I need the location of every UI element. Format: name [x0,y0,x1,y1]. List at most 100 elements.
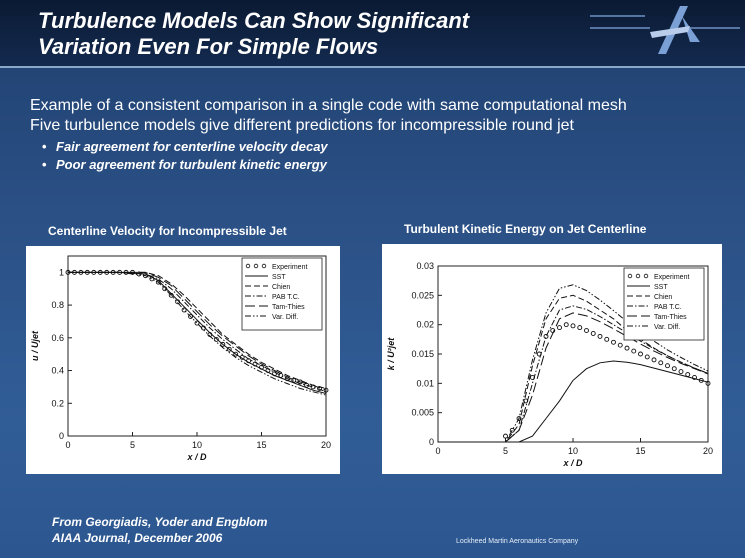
chart-2-title: Turbulent Kinetic Energy on Jet Centerli… [404,222,647,236]
tke-chart-panel: 0 5 10 15 20 0 0.005 0.01 0.015 0.02 0.025 0.03 x / … [382,244,722,474]
y-tick-label: 0.015 [411,349,434,359]
experiment-point [624,345,630,351]
y-tick-label: 0.4 [51,366,64,376]
sub-bullet-list: • Fair agreement for centerline velocity … [30,138,730,174]
legend-marker [245,263,251,269]
slide-title: Turbulence Models Can Show Significant V… [38,8,469,60]
experiment-point [678,369,684,375]
x-tick-label: 20 [703,446,713,456]
series-line-sst [68,271,327,394]
legend-entry: Tam-Thies [272,304,305,311]
legend-entry: Experiment [272,264,307,271]
experiment-point [698,377,704,383]
experiment-point [516,416,522,421]
legend-entry: PAB T.C. [272,294,300,301]
legend-marker [643,273,649,279]
y-tick-label: 0 [429,437,434,447]
experiment-point [658,360,664,366]
experiment-point [577,325,583,331]
experiment-point [631,348,637,354]
legend-entry: Var. Diff. [272,314,298,321]
bullet-dot-icon: • [42,139,47,154]
x-tick-label: 5 [503,446,508,456]
experiment-point [278,373,284,378]
experiment-point [638,351,643,357]
experiment-point [597,333,603,339]
experiment-point [188,314,194,319]
citation-line-1: From Georgiadis, Yoder and Engblom [52,515,268,529]
y-tick-label: 0.005 [411,408,434,418]
experiment-point [323,387,329,393]
experiment-point [584,328,589,333]
x-axis-label: x / D [562,458,583,468]
legend-entry: Experiment [654,274,689,281]
x-tick-label: 0 [435,446,440,456]
y-tick-label: 0.2 [51,398,64,408]
legend-entry: Tam-Thies [654,314,687,321]
legend-entry: Chien [272,284,290,291]
y-tick-label: 0 [59,431,64,441]
x-axis-label: x / D [186,452,207,462]
series-line-tam-thies [68,271,327,391]
series-line-chien [68,271,327,389]
experiment-point [543,333,549,339]
experiment-point [651,357,657,363]
y-tick-label: 0.6 [51,333,64,343]
tke-chart: 0 5 10 15 20 0 0.005 0.01 0.015 0.02 0.025 0.03 x / … [386,261,713,468]
bullet-dot-icon: • [42,157,47,172]
legend-marker [635,273,641,279]
y-tick-label: 0.01 [416,378,434,388]
experiment-point [617,342,623,348]
experiment-point [665,363,670,369]
y-tick-label: 0.025 [411,290,434,300]
x-tick-label: 0 [65,440,70,450]
y-tick-label: 0.03 [416,261,434,271]
slide-title-line-2: Variation Even For Simple Flows [38,34,379,59]
experiment-point [557,325,562,331]
bullet-section: Example of a consistent comparison in a … [30,96,730,174]
experiment-point [563,322,569,328]
legend-box [623,267,705,341]
sub-bullet-text-2: Poor agreement for turbulent kinetic ene… [56,157,327,172]
experiment-point [194,320,200,326]
series-line-pab-t-c- [438,305,709,443]
legend-marker [627,273,633,279]
legend-entry: SST [272,274,286,281]
series-line-var-diff- [438,284,709,443]
citation-line-2: AIAA Journal, December 2006 [52,531,223,545]
slide-title-line-1: Turbulence Models Can Show Significant [38,8,470,33]
legend-entry: Chien [654,294,672,301]
chart-1-title: Centerline Velocity for Incompressible J… [48,224,287,238]
bullet-item-1: Example of a consistent comparison in a … [30,97,627,114]
experiment-point [671,366,677,372]
legend-marker [261,263,267,269]
x-tick-label: 20 [321,440,331,450]
legend-entry: SST [654,284,668,291]
y-tick-label: 1 [59,267,64,277]
experiment-point [590,331,596,336]
legend-entry: Var. Diff. [654,324,680,331]
x-tick-label: 10 [568,446,578,456]
x-tick-label: 15 [256,440,266,450]
footer-company: Lockheed Martin Aeronautics Company [456,538,579,545]
legend-entry: PAB T.C. [654,304,682,311]
velocity-chart: 0 5 10 15 20 0 0.2 0.4 0.6 0.8 1 x / D u / Ujet Exper… [30,255,331,462]
experiment-point [611,339,616,345]
sub-bullet-item-1: • Fair agreement for centerline velocity … [30,138,730,156]
header-band: Turbulence Models Can Show Significant V… [0,0,745,68]
experiment-point [692,375,697,380]
series-line-tam-thies [438,312,709,443]
series-line-sst [438,360,709,443]
velocity-chart-panel: 0 5 10 15 20 0 0.2 0.4 0.6 0.8 1 x / D u / Ujet Exper… [26,246,340,474]
experiment-point [685,372,691,377]
sub-bullet-text-1: Fair agreement for centerline velocity d… [56,139,328,154]
lockheed-star-icon [590,6,740,54]
y-tick-label: 0.02 [416,320,434,330]
experiment-point [644,354,650,360]
experiment-point [181,307,187,313]
citation: From Georgiadis, Yoder and Engblom AIAA … [52,514,267,546]
y-axis-label: u / Ujet [30,330,40,361]
experiment-point [213,337,219,342]
sub-bullet-item-2: • Poor agreement for turbulent kinetic en… [30,156,730,174]
x-tick-label: 10 [192,440,202,450]
